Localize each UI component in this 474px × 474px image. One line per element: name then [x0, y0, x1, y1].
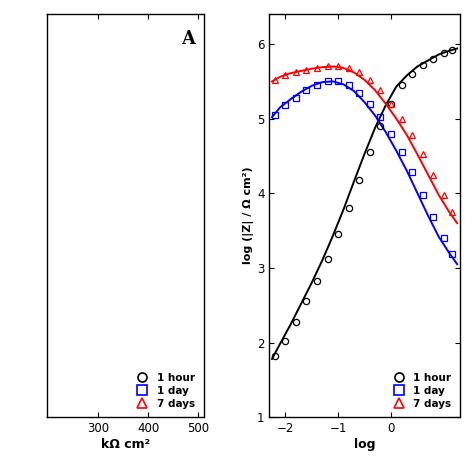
X-axis label: log: log — [354, 438, 375, 451]
Y-axis label: log (|Z| / Ω cm²): log (|Z| / Ω cm²) — [243, 167, 254, 264]
Text: A: A — [181, 30, 195, 48]
Legend: 1 hour, 1 day, 7 days: 1 hour, 1 day, 7 days — [385, 369, 455, 412]
X-axis label: kΩ cm²: kΩ cm² — [101, 438, 150, 451]
Legend: 1 hour, 1 day, 7 days: 1 hour, 1 day, 7 days — [129, 369, 198, 412]
